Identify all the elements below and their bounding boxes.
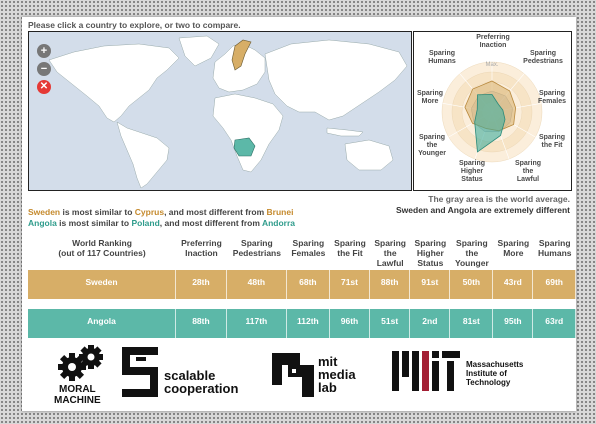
header-humans: Sparing Humans	[537, 238, 572, 258]
rank-cell: 43rd	[493, 270, 534, 299]
indonesia-land[interactable]	[326, 127, 364, 137]
radar-label-younger: Sparing the Younger	[418, 134, 446, 157]
radar-label-inaction: Preferring Inaction	[476, 34, 510, 49]
rank-cell: 91st	[410, 270, 451, 299]
world-map[interactable]: + − ✕	[28, 31, 412, 191]
rank-cell: 63rd	[533, 309, 576, 338]
radar-chart-panel: Max. Preferring Inaction Sparing Pedestria…	[413, 31, 572, 191]
main-card: Please click a country to explore, or tw…	[22, 17, 576, 411]
rank-cell: 81st	[450, 309, 494, 338]
header-younger: Sparing the Younger	[454, 238, 489, 268]
world-average-note: The gray area is the world average.	[428, 194, 570, 204]
table-row-sweden: Sweden 28th 48th 68th 71st 88th 91st 50t…	[28, 270, 576, 299]
header-inaction: Preferring Inaction	[181, 238, 222, 258]
scalable-cooperation-logo-icon	[122, 347, 158, 397]
sweden-country[interactable]	[231, 39, 252, 71]
mit-media-lab-logo-text: mit media lab	[318, 354, 356, 395]
instruction-text: Please click a country to explore, or tw…	[28, 20, 241, 30]
row-country: Angola	[28, 309, 176, 338]
north-america-land[interactable]	[48, 43, 180, 123]
rank-cell: 68th	[286, 270, 330, 299]
reset-button[interactable]: ✕	[37, 80, 51, 94]
header-females: Sparing Females	[291, 238, 326, 258]
angola-country[interactable]	[233, 137, 256, 157]
rank-cell: 112th	[286, 309, 330, 338]
footer-logos: MORAL MACHINE scalable cooperation mit medi…	[22, 341, 576, 411]
world-map-svg[interactable]	[29, 32, 411, 190]
angola-comparison: Angola is most similar to Poland, and mo…	[28, 218, 296, 228]
rank-cell: 48th	[226, 270, 287, 299]
australia-land[interactable]	[344, 139, 394, 171]
rank-cell: 88th	[176, 309, 227, 338]
radar-max-label: Max.	[485, 62, 498, 68]
rank-cell: 117th	[226, 309, 287, 338]
moral-machine-logo-text: MORAL MACHINE	[54, 384, 101, 406]
radar-chart: Max.	[441, 61, 543, 163]
radar-label-lawful: Sparing the Lawful	[514, 160, 542, 183]
ranking-table: World Ranking (out of 117 Countries) Pref…	[28, 236, 576, 338]
moral-machine-logo-icon	[58, 345, 103, 381]
rank-cell: 28th	[176, 270, 227, 299]
radar-label-humans: Sparing Humans	[428, 50, 456, 65]
rank-cell: 2nd	[410, 309, 451, 338]
radar-label-more: Sparing More	[416, 90, 444, 105]
table-row-angola: Angola 88th 117th 112th 96th 51st 2nd 81…	[28, 309, 576, 338]
rank-cell: 96th	[329, 309, 371, 338]
mit-media-lab-logo-icon	[272, 353, 314, 397]
mit-logo-icon	[392, 351, 460, 391]
greenland-land[interactable]	[178, 35, 220, 67]
europe-land[interactable]	[212, 43, 266, 93]
rank-cell: 50th	[450, 270, 494, 299]
world-ranking-header: World Ranking (out of 117 Countries)	[58, 238, 146, 258]
africa-land[interactable]	[212, 93, 284, 173]
radar-label-females: Sparing Females	[537, 90, 567, 105]
asia-land[interactable]	[264, 39, 408, 121]
radar-label-higher-status: Sparing Higher Status	[458, 160, 486, 183]
header-higher-status: Sparing Higher Status	[414, 238, 447, 268]
header-lawful: Sparing the Lawful	[374, 238, 406, 268]
zoom-out-button[interactable]: −	[37, 62, 51, 76]
rank-cell: 69th	[533, 270, 576, 299]
rank-cell: 95th	[493, 309, 534, 338]
sweden-comparison: Sweden is most similar to Cyprus, and mo…	[28, 207, 294, 217]
south-america-land[interactable]	[116, 121, 170, 189]
angola-series-area	[474, 94, 506, 153]
mit-logo-text: Massachusetts Institute of Technology	[466, 360, 524, 387]
radar-label-fit: Sparing the Fit	[538, 134, 566, 149]
similarity-summary: Sweden and Angola are extremely differen…	[396, 205, 570, 215]
zoom-in-button[interactable]: +	[37, 44, 51, 58]
header-more: Sparing More	[497, 238, 530, 258]
header-fit: Sparing the Fit	[334, 238, 366, 258]
header-pedestrians: Sparing Pedestrians	[232, 238, 281, 258]
ranking-header-row: World Ranking (out of 117 Countries) Pref…	[28, 236, 576, 270]
row-country: Sweden	[28, 270, 176, 299]
scalable-cooperation-logo-text: scalable cooperation	[164, 368, 239, 396]
radar-label-pedestrians: Sparing Pedestrians	[523, 50, 563, 65]
rank-cell: 71st	[329, 270, 371, 299]
rank-cell: 88th	[370, 270, 411, 299]
rank-cell: 51st	[370, 309, 411, 338]
